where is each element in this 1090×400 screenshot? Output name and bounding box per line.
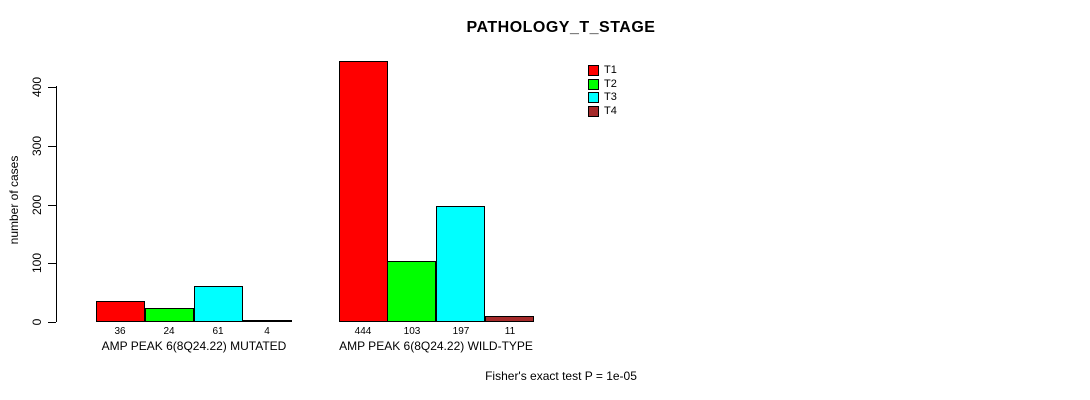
bar-value-label: 11 bbox=[504, 326, 516, 337]
bar-t3-mutated bbox=[194, 286, 243, 322]
y-tick-label: 100 bbox=[30, 252, 44, 274]
y-tick-label: 300 bbox=[30, 135, 44, 157]
y-tick-mark bbox=[48, 263, 56, 264]
y-tick-label: 200 bbox=[30, 194, 44, 216]
bar-value-label: 197 bbox=[452, 326, 470, 337]
bar-t1-wildtype bbox=[339, 61, 388, 322]
legend-swatch-t3 bbox=[588, 92, 599, 103]
legend-label-t1: T1 bbox=[604, 64, 617, 76]
y-tick-label: 0 bbox=[30, 318, 44, 326]
y-tick-mark bbox=[48, 322, 56, 323]
bar-value-label: 444 bbox=[354, 326, 372, 337]
chart-title: PATHOLOGY_T_STAGE bbox=[466, 19, 656, 36]
y-tick-mark bbox=[48, 205, 56, 206]
bar-t2-wildtype bbox=[387, 261, 436, 322]
legend-label-t3: T3 bbox=[604, 91, 617, 103]
y-tick: 100 bbox=[0, 253, 57, 273]
bar-t4-wildtype bbox=[485, 316, 534, 322]
legend-label-t2: T2 bbox=[604, 77, 617, 90]
bar-value-label: 61 bbox=[212, 326, 224, 337]
x-category-label-wildtype: AMP PEAK 6(8Q24.22) WILD-TYPE bbox=[339, 339, 533, 353]
legend-entry-t2: T2 bbox=[588, 77, 617, 90]
y-axis-line bbox=[56, 86, 57, 322]
bar-t3-wildtype bbox=[436, 206, 485, 322]
legend-entry-t4: T4 bbox=[588, 104, 617, 117]
bar-value-label: 4 bbox=[264, 326, 270, 337]
legend-swatch-t4 bbox=[588, 105, 599, 117]
y-tick: 400 bbox=[0, 77, 57, 97]
legend-entry-t1: T1 bbox=[588, 65, 617, 76]
y-tick-mark bbox=[48, 146, 56, 147]
bar-value-label: 103 bbox=[403, 326, 421, 337]
bar-value-label: 36 bbox=[114, 326, 126, 337]
bar-t1-mutated bbox=[96, 301, 145, 322]
legend-entry-t3: T3 bbox=[588, 92, 617, 103]
bar-value-label: 24 bbox=[163, 326, 175, 337]
fisher-test-annotation: Fisher's exact test P = 1e-05 bbox=[485, 369, 637, 383]
y-tick: 300 bbox=[0, 136, 57, 156]
legend-swatch-t2 bbox=[588, 78, 599, 90]
bar-t2-mutated bbox=[145, 308, 194, 322]
legend-label-t4: T4 bbox=[604, 104, 617, 117]
y-tick: 200 bbox=[0, 195, 57, 215]
legend: T1 T2 T3 T4 bbox=[588, 65, 617, 117]
y-axis-label: number of cases bbox=[7, 155, 21, 245]
bar-t4-mutated bbox=[243, 320, 292, 322]
y-tick-mark bbox=[48, 87, 56, 88]
y-tick: 0 bbox=[0, 319, 57, 325]
legend-swatch-t1 bbox=[588, 65, 599, 76]
y-tick-label: 400 bbox=[30, 76, 44, 98]
x-category-label-mutated: AMP PEAK 6(8Q24.22) MUTATED bbox=[101, 339, 287, 353]
